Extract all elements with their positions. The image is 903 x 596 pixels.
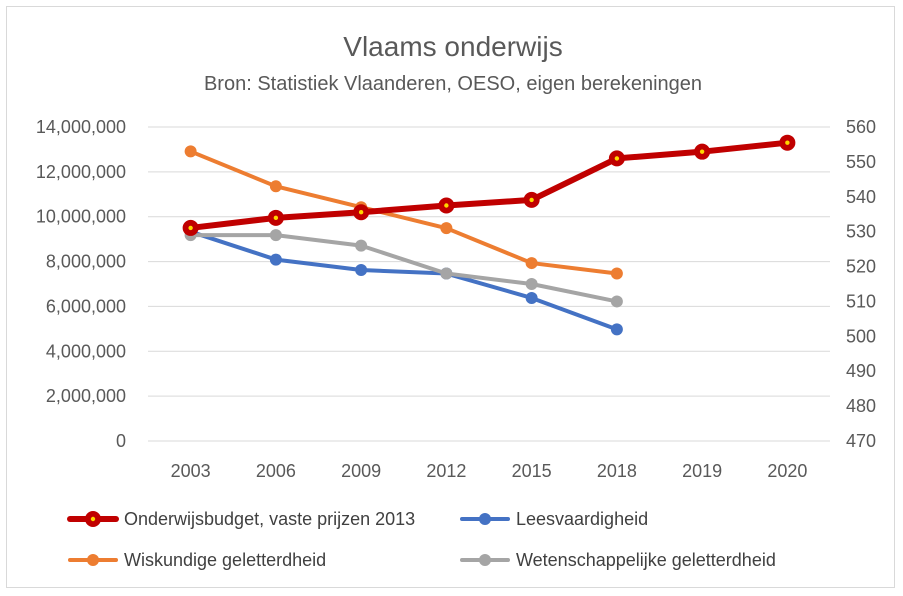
series-line (188, 233, 619, 304)
right-tick-label: 550 (846, 152, 876, 172)
series-wetenschappelijke-geletterdheid (184, 229, 623, 308)
right-axis-ticks: 470 480 490 500 510 520 530 540 550 560 (846, 117, 876, 451)
data-point (440, 222, 453, 235)
series-layer (182, 134, 796, 336)
chart-subtitle: Bron: Statistiek Vlaanderen, OESO, eigen… (204, 73, 702, 95)
x-tick-label: 2012 (426, 461, 466, 481)
data-point (610, 267, 623, 280)
right-tick-label: 510 (846, 291, 876, 311)
data-point (269, 229, 282, 242)
data-point-center (188, 225, 193, 231)
series-line (188, 149, 619, 276)
legend-item: Onderwijsbudget, vaste prijzen 2013 (67, 509, 415, 529)
left-tick-label: 10,000,000 (36, 207, 126, 227)
data-point (269, 253, 282, 266)
legend: Onderwijsbudget, vaste prijzen 2013 Leesv… (67, 509, 776, 570)
series-line (188, 229, 619, 332)
x-tick-label: 2015 (512, 461, 552, 481)
data-point (610, 323, 623, 336)
right-tick-label: 520 (846, 257, 876, 277)
x-tick-label: 2019 (682, 461, 722, 481)
data-point (440, 267, 453, 280)
chart-frame (6, 6, 895, 588)
right-tick-label: 530 (846, 222, 876, 242)
series-wiskundige-geletterdheid (184, 145, 623, 280)
data-point (355, 264, 368, 277)
data-point (269, 180, 282, 193)
x-tick-label: 2020 (767, 461, 807, 481)
left-tick-label: 12,000,000 (36, 162, 126, 182)
right-tick-label: 500 (846, 326, 876, 346)
legend-swatch-marker-center (90, 516, 96, 522)
right-tick-label: 490 (846, 361, 876, 381)
data-point-center (358, 210, 364, 215)
right-tick-label: 470 (846, 431, 876, 451)
left-tick-label: 6,000,000 (46, 296, 126, 316)
legend-swatch-marker (479, 554, 491, 566)
left-tick-label: 14,000,000 (36, 117, 126, 137)
left-tick-label: 8,000,000 (46, 252, 126, 272)
x-tick-label: 2018 (597, 461, 637, 481)
data-point (184, 145, 197, 158)
right-tick-label: 540 (846, 187, 876, 207)
chart-title: Vlaams onderwijs (343, 31, 562, 62)
right-tick-label: 560 (846, 117, 876, 137)
x-tick-label: 2003 (171, 461, 211, 481)
legend-label: Wiskundige geletterdheid (124, 550, 326, 570)
legend-item: Leesvaardigheid (460, 509, 648, 529)
x-axis-ticks: 2003 2006 2009 2012 2015 2018 2019 2020 (171, 461, 808, 481)
data-point (610, 295, 623, 308)
data-point-center (273, 215, 279, 221)
x-tick-label: 2006 (256, 461, 296, 481)
legend-swatch-marker (87, 554, 99, 566)
left-tick-label: 4,000,000 (46, 341, 126, 361)
data-point (525, 291, 538, 304)
data-point-center (614, 156, 620, 161)
legend-label: Leesvaardigheid (516, 509, 648, 529)
data-point-center (699, 149, 705, 154)
left-axis-ticks: 0 2,000,000 4,000,000 6,000,000 8,000,000 10,… (36, 117, 126, 451)
left-tick-label: 2,000,000 (46, 386, 126, 406)
legend-label: Wetenschappelijke geletterdheid (516, 550, 776, 570)
series-onderwijsbudget (182, 134, 796, 236)
legend-item: Wetenschappelijke geletterdheid (460, 550, 776, 570)
gridlines (148, 126, 830, 442)
series-leesvaardigheid (184, 225, 623, 336)
data-point (355, 239, 368, 252)
legend-swatch-marker (479, 513, 491, 525)
data-point-center (529, 197, 534, 203)
data-point-center (785, 140, 790, 145)
data-point (525, 257, 538, 270)
data-point (525, 278, 538, 290)
right-tick-label: 480 (846, 396, 876, 416)
legend-label: Onderwijsbudget, vaste prijzen 2013 (124, 509, 415, 529)
data-point-center (444, 203, 449, 208)
left-tick-label: 0 (116, 431, 126, 451)
x-tick-label: 2009 (341, 461, 381, 481)
series-line (187, 139, 791, 231)
legend-item: Wiskundige geletterdheid (68, 550, 326, 570)
